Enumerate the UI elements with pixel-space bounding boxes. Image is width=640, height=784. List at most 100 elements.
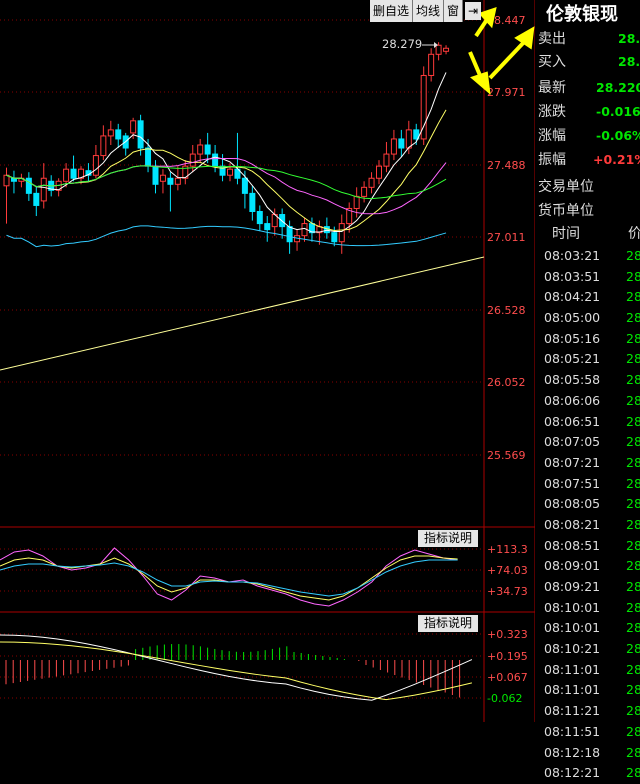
tick-time: 08:08:21 xyxy=(544,516,601,532)
tick-time: 08:06:51 xyxy=(544,413,601,429)
tick-row: 08:12:21 28 xyxy=(538,763,640,784)
tick-row: 08:07:21 28 xyxy=(538,453,640,474)
tick-row: 08:11:21 28 xyxy=(538,701,640,722)
change-pct-label: 涨幅 xyxy=(538,128,566,144)
tick-row: 08:12:18 28 xyxy=(538,743,640,764)
candle-body xyxy=(107,129,114,137)
tick-price: 28 xyxy=(626,351,640,367)
macd-axis-label: +0.195 xyxy=(487,650,528,663)
tick-price: 28 xyxy=(626,599,640,615)
tick-row: 08:11:01 28 xyxy=(538,660,640,681)
ma5-line xyxy=(6,72,447,233)
change-row: 涨跌 -0.016 xyxy=(538,101,640,123)
tick-time: 08:11:51 xyxy=(544,723,601,739)
tick-time: 08:05:58 xyxy=(544,372,601,388)
candle-body xyxy=(25,177,32,194)
chart-area[interactable]: 28.447 27.971 27.488 27.011 26.528 26.052 25.5… xyxy=(0,0,535,722)
tick-row: 08:07:05 28 xyxy=(538,432,640,453)
tick-row: 08:08:51 28 xyxy=(538,536,640,557)
candle-body xyxy=(130,120,137,134)
price-axis-label: 26.528 xyxy=(487,304,526,317)
candle-body xyxy=(204,144,211,155)
trade-unit-row: 交易单位 xyxy=(538,176,640,198)
window-button[interactable]: 窗 xyxy=(444,0,464,22)
candle-body xyxy=(63,168,70,182)
tick-row: 08:05:21 28 xyxy=(538,349,640,370)
buy-label: 买入 xyxy=(538,54,566,70)
candlesticks xyxy=(3,42,450,254)
tick-row: 08:08:05 28 xyxy=(538,494,640,515)
candle-body xyxy=(353,195,360,209)
kdj-axis-label: +74.03 xyxy=(487,564,528,577)
tick-row: 08:03:21 28 xyxy=(538,246,640,267)
tick-time: 08:07:21 xyxy=(544,454,601,470)
candle-body xyxy=(78,168,84,179)
tick-time: 08:03:51 xyxy=(544,268,601,284)
sell-row: 卖出 28.2 xyxy=(538,28,640,50)
price-axis-label: 28.447 xyxy=(487,14,526,27)
delete-watchlist-button[interactable]: 删自选 xyxy=(370,0,414,22)
tick-price: 28 xyxy=(626,558,640,574)
tick-price: 28 xyxy=(626,310,640,326)
tick-time: 08:08:51 xyxy=(544,537,601,553)
cursor-price-label: 28.279 xyxy=(382,37,422,51)
tick-row: 08:10:01 28 xyxy=(538,598,640,619)
kdj-k-line xyxy=(0,559,458,597)
candle-body xyxy=(398,138,405,149)
macd-dif-line xyxy=(0,634,473,701)
tick-time: 08:05:21 xyxy=(544,351,601,367)
candle-body xyxy=(145,147,152,167)
buy-row: 买入 28.2 xyxy=(538,51,640,73)
tick-row: 08:06:51 28 xyxy=(538,412,640,433)
tick-time: 08:07:05 xyxy=(544,434,601,450)
tick-price: 28 xyxy=(626,537,640,553)
candle-body xyxy=(92,155,99,176)
kdj-indicator-lines xyxy=(0,547,458,607)
tick-price: 28 xyxy=(626,392,640,408)
candle-body xyxy=(219,165,226,176)
instrument-title: 伦敦银现 xyxy=(546,4,618,25)
tick-list[interactable]: 时间 价 08:03:21 28 08:03:51 28 08:04:21 28 08:05… xyxy=(538,222,640,784)
tick-time: 08:11:01 xyxy=(544,661,601,677)
latest-label: 最新 xyxy=(538,80,566,96)
candle-body xyxy=(40,177,47,202)
candle-body xyxy=(249,192,256,213)
candle-body xyxy=(212,153,219,167)
tick-row: 08:05:16 28 xyxy=(538,329,640,350)
candle-body xyxy=(159,174,166,182)
tick-row: 08:09:01 28 xyxy=(538,556,640,577)
macd-dea-line xyxy=(0,641,473,701)
time-column-header: 时间 xyxy=(552,226,580,242)
candle-body xyxy=(361,186,368,197)
kdj-axis-label: +113.3 xyxy=(487,543,528,556)
macd-axis-label: -0.062 xyxy=(487,692,522,705)
exit-arrow-icon[interactable]: ⇥ xyxy=(465,2,482,20)
macd-indicator-help-button[interactable]: 指标说明 xyxy=(418,615,479,632)
candle-body xyxy=(174,177,181,185)
axis-labels: 28.447 27.971 27.488 27.011 26.528 26.052 25.5… xyxy=(487,14,528,705)
candle-body xyxy=(420,74,427,140)
price-axis-label: 26.052 xyxy=(487,376,526,389)
macd-axis-label: +0.323 xyxy=(487,628,528,641)
kdj-indicator-help-button[interactable]: 指标说明 xyxy=(418,530,479,547)
tick-row: 08:05:00 28 xyxy=(538,308,640,329)
amplitude-row: 振幅 +0.21% xyxy=(538,149,640,171)
tick-time: 08:09:01 xyxy=(544,558,601,574)
candle-body xyxy=(256,211,263,225)
change-label: 涨跌 xyxy=(538,104,566,120)
candle-body xyxy=(182,165,189,179)
kdj-d-line xyxy=(0,555,458,601)
tick-row: 08:11:51 28 xyxy=(538,722,640,743)
candle-body xyxy=(241,177,248,194)
price-axis-label: 27.971 xyxy=(487,86,526,99)
tick-row: 08:06:06 28 xyxy=(538,391,640,412)
chart-toolbar: 删自选 均线 窗 ⇥ xyxy=(370,0,482,22)
annotation-arrows xyxy=(468,6,535,95)
candle-body xyxy=(3,174,10,187)
ma30-line xyxy=(6,165,447,200)
tick-price: 28 xyxy=(626,661,640,677)
buy-value: 28.2 xyxy=(618,54,640,69)
macd-indicator xyxy=(0,634,473,701)
tick-row: 08:03:51 28 xyxy=(538,267,640,288)
moving-average-button[interactable]: 均线 xyxy=(413,0,445,22)
